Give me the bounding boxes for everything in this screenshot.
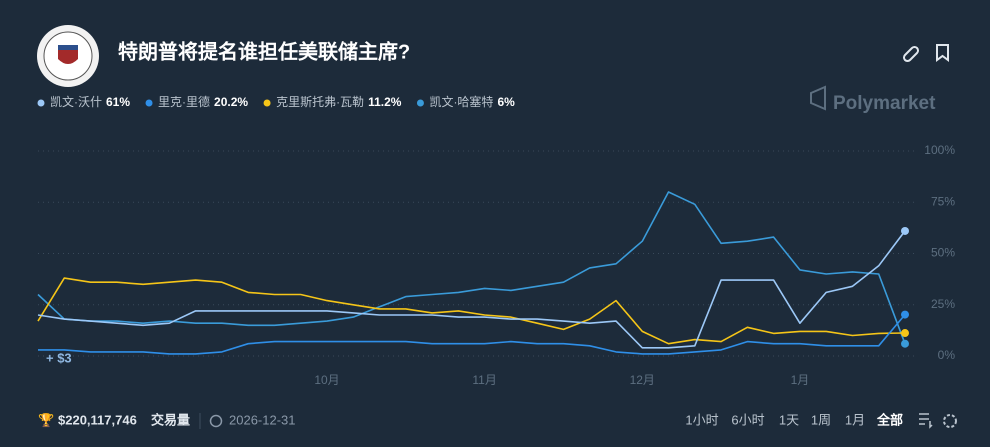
end-dot <box>901 310 909 319</box>
legend-swatch <box>145 99 153 107</box>
volume-label: 交易量 <box>151 412 190 427</box>
logo <box>37 25 99 87</box>
range-button[interactable]: 1小时 <box>685 412 718 427</box>
x-tick-label: 1月 <box>791 373 810 387</box>
x-tick-label: 12月 <box>630 373 655 387</box>
legend-value: 11.2% <box>368 95 402 109</box>
end-dot <box>901 339 909 348</box>
series-line <box>37 191 906 344</box>
trophy-icon: 🏆 <box>38 412 54 427</box>
legend-name: 凯文·哈塞特 <box>429 94 493 109</box>
legend-swatch <box>263 99 271 107</box>
legend-name: 里克·里德 <box>158 94 210 109</box>
chart: 0% 25% 50% 75% 100% 10月 11月 12月 1月 <box>37 143 956 387</box>
brand-name: Polymarket <box>833 93 936 114</box>
volume: $220,117,746 <box>58 412 137 427</box>
clock-icon <box>209 414 223 428</box>
legend-value: 20.2% <box>214 95 248 109</box>
range-button[interactable]: 1天 <box>779 412 799 427</box>
legend-value: 6% <box>497 95 515 109</box>
end-date: 2026-12-31 <box>229 412 296 427</box>
y-tick-label: 75% <box>931 194 955 208</box>
settings-icon[interactable] <box>943 414 957 428</box>
legend-value: 61% <box>106 95 130 109</box>
range-button[interactable]: 6小时 <box>731 412 764 427</box>
annotation: + $3 <box>46 350 72 365</box>
legend-name: 凯文·沃什 <box>50 94 102 109</box>
legend-name: 克里斯托弗·瓦勒 <box>276 95 364 109</box>
y-tick-label: 0% <box>938 348 956 362</box>
range-button[interactable]: 1周 <box>811 412 831 427</box>
series-line <box>37 277 906 345</box>
y-tick-label: 100% <box>924 143 955 157</box>
legend: 凯文·沃什 61% 里克·里德 20.2% 克里斯托弗·瓦勒 11.2% 凯文·哈塞特 6% <box>37 94 515 109</box>
x-tick-label: 11月 <box>472 373 496 387</box>
legend-swatch <box>37 99 45 107</box>
brand: Polymarket <box>810 85 936 114</box>
series-line <box>37 230 906 349</box>
link-icon[interactable] <box>902 45 920 63</box>
end-dot <box>901 329 909 338</box>
range-button[interactable]: 1月 <box>845 412 865 427</box>
title: 特朗普将提名谁担任美联储主席? <box>118 39 410 63</box>
y-tick-label: 25% <box>931 297 955 311</box>
end-dot <box>901 226 909 235</box>
range-button[interactable]: 全部 <box>876 412 903 427</box>
legend-swatch <box>416 99 424 107</box>
series-line <box>38 314 906 355</box>
bookmark-icon[interactable] <box>936 44 949 62</box>
x-tick-label: 10月 <box>314 373 339 387</box>
footer: 🏆 $220,117,746 交易量 2026-12-31 1小时 6小时 1天 1周… <box>38 412 957 429</box>
y-tick-label: 50% <box>931 246 955 260</box>
sort-icon[interactable] <box>919 413 933 429</box>
